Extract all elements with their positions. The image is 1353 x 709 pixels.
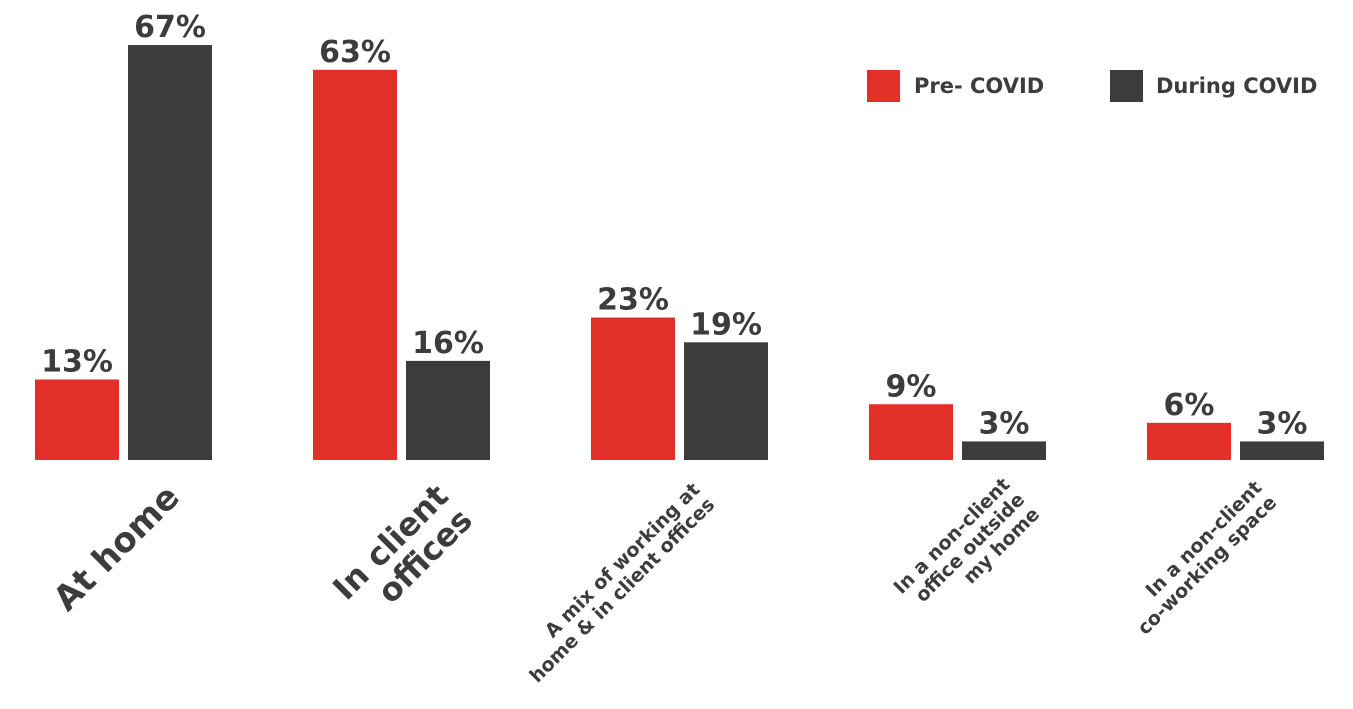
category-label: At home	[46, 477, 188, 619]
value-label: 19%	[690, 307, 762, 342]
bar-pre-covid-3	[869, 404, 953, 460]
legend-label: Pre- COVID	[914, 74, 1044, 98]
value-labels-group: 13% 63% 23% 9% 6% 67% 16% 19% 3% 3%	[41, 10, 1307, 441]
category-label-line: co-working space	[1133, 492, 1281, 640]
value-label: 3%	[979, 406, 1030, 441]
value-label: 67%	[134, 10, 206, 45]
bar-during-covid-2	[684, 342, 768, 460]
value-label: 16%	[412, 326, 484, 361]
bars-group	[35, 45, 1324, 460]
category-label: In clientoffices	[325, 477, 480, 632]
value-label: 9%	[886, 369, 937, 404]
bar-during-covid-4	[1240, 441, 1324, 460]
legend: Pre- COVID During COVID	[867, 70, 1317, 102]
value-label: 63%	[319, 35, 391, 70]
category-label-line: home & in client offices	[526, 494, 720, 688]
bar-pre-covid-1	[313, 69, 397, 460]
category-label: A mix of working athome & in client offi…	[511, 479, 719, 687]
bar-during-covid-0	[128, 45, 212, 460]
bar-during-covid-3	[962, 441, 1046, 460]
bar-pre-covid-0	[35, 379, 119, 460]
category-label-line: A mix of working at	[541, 479, 704, 642]
category-labels-group: At home In clientoffices A mix of working …	[46, 474, 1281, 687]
legend-swatch	[1110, 70, 1143, 102]
category-label-line: At home	[46, 477, 188, 619]
bar-during-covid-1	[406, 360, 490, 460]
bar-pre-covid-2	[591, 317, 675, 460]
category-label: In a non-clientoffice outsidemy home	[890, 474, 1044, 628]
value-label: 23%	[597, 283, 669, 318]
value-label: 13%	[41, 344, 113, 379]
bar-pre-covid-4	[1147, 422, 1231, 460]
category-label: In a non-clientco-working space	[1119, 477, 1282, 640]
value-label: 6%	[1164, 388, 1215, 423]
legend-swatch	[867, 70, 900, 102]
legend-label: During COVID	[1156, 74, 1317, 98]
value-label: 3%	[1257, 406, 1308, 441]
